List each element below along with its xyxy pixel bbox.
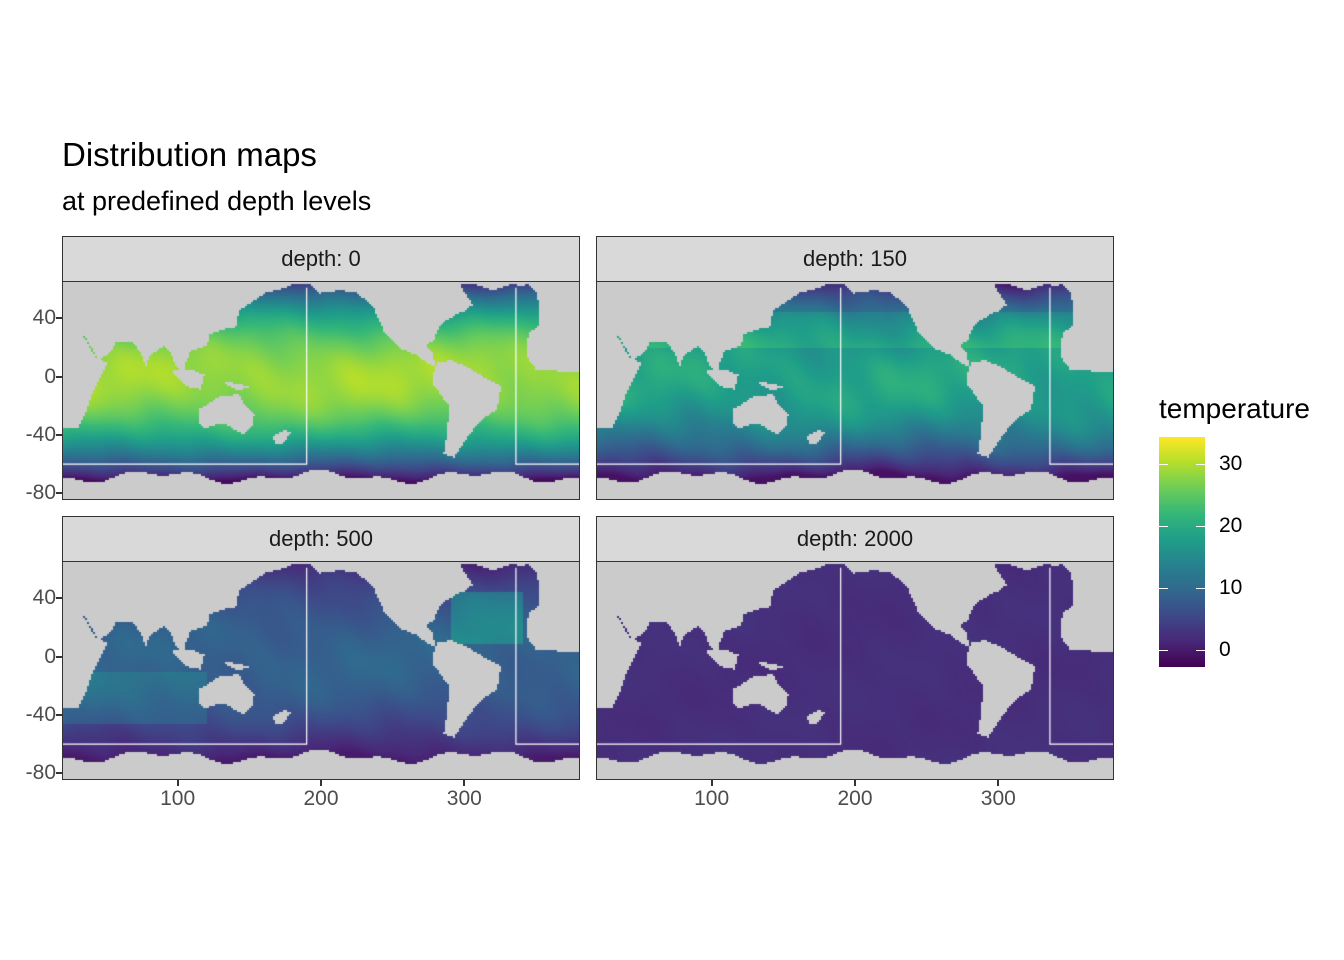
legend-tick-mark xyxy=(1196,588,1205,590)
legend-tick-mark xyxy=(1196,650,1205,652)
y-tick-label: -40 xyxy=(25,422,56,446)
legend-tick-mark xyxy=(1159,464,1168,466)
y-tick-label: 0 xyxy=(44,364,56,388)
legend-tick-label: 10 xyxy=(1219,576,1243,600)
y-tick-mark xyxy=(56,655,62,658)
colorbar xyxy=(1159,437,1205,667)
legend-tick-mark xyxy=(1159,650,1168,652)
heatmap-500 xyxy=(63,562,579,779)
x-tick-mark xyxy=(854,780,856,786)
heatmap-0 xyxy=(63,282,579,499)
y-tick-label: -80 xyxy=(25,481,56,505)
y-tick-mark xyxy=(56,772,62,775)
x-tick-mark xyxy=(997,780,1000,786)
x-tick-label: 300 xyxy=(446,787,482,810)
heatmap-2000 xyxy=(597,562,1113,779)
facet-strip: depth: 150 xyxy=(596,236,1114,282)
x-tick-mark xyxy=(176,780,179,786)
facet-strip: depth: 2000 xyxy=(596,516,1114,562)
y-tick-label: 0 xyxy=(44,644,56,668)
y-tick-mark xyxy=(56,375,62,378)
legend-tick-mark xyxy=(1196,464,1205,466)
y-tick-mark xyxy=(56,433,62,436)
y-tick-label: 40 xyxy=(32,586,56,610)
facet-panel xyxy=(596,561,1114,780)
y-tick-label: -80 xyxy=(25,761,56,785)
y-tick-label: 40 xyxy=(32,306,56,330)
y-tick-mark xyxy=(56,492,62,495)
facet-strip: depth: 500 xyxy=(62,516,580,562)
legend-tick-mark xyxy=(1159,526,1168,528)
legend-tick-label: 30 xyxy=(1219,452,1243,476)
legend-tick-label: 0 xyxy=(1219,638,1231,662)
facet-panel xyxy=(596,281,1114,500)
facet-panel xyxy=(62,281,580,500)
x-tick-label: 100 xyxy=(694,787,730,810)
heatmap-150 xyxy=(597,282,1113,499)
facet-panel xyxy=(62,561,580,780)
facet-strip: depth: 0 xyxy=(62,236,580,282)
x-tick-label: 200 xyxy=(837,787,873,810)
x-tick-label: 200 xyxy=(303,787,339,810)
x-tick-mark xyxy=(710,780,713,786)
legend-tick-mark xyxy=(1196,526,1205,528)
legend-tick-label: 20 xyxy=(1219,514,1243,538)
x-tick-mark xyxy=(463,780,466,786)
y-tick-label: -40 xyxy=(25,702,56,726)
legend-tick-mark xyxy=(1159,588,1168,590)
y-tick-mark xyxy=(56,713,62,716)
chart-subtitle: at predefined depth levels xyxy=(62,186,372,216)
chart-title: Distribution maps xyxy=(62,136,317,173)
legend-title: temperature xyxy=(1159,393,1310,424)
x-tick-label: 300 xyxy=(980,787,1016,810)
y-tick-mark xyxy=(56,597,62,600)
x-tick-mark xyxy=(320,780,322,786)
x-tick-label: 100 xyxy=(160,787,196,810)
y-tick-mark xyxy=(56,317,62,320)
